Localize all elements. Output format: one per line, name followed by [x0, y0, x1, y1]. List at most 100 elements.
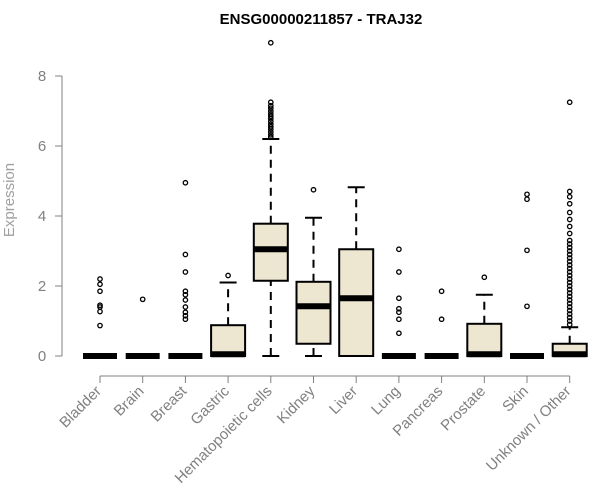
outlier-point	[267, 123, 274, 130]
outlier-point	[566, 241, 573, 247]
x-tick-label: Bladder	[56, 383, 105, 432]
outlier-point	[566, 262, 573, 268]
outlier-point	[267, 118, 274, 125]
y-tick-label: 0	[38, 348, 46, 365]
box-iqr	[466, 322, 503, 357]
outlier-point	[267, 113, 274, 120]
outlier-point	[566, 269, 573, 275]
outlier-point	[182, 179, 189, 186]
box-lung	[381, 246, 416, 359]
box-unknown-other	[551, 99, 588, 358]
outlier-point	[182, 288, 189, 295]
y-axis: 0 2 4 6 8	[38, 68, 63, 365]
box-liver	[338, 186, 375, 357]
outlier-point	[182, 251, 189, 258]
x-tick-label: Lung	[368, 383, 404, 419]
outlier-point	[182, 291, 189, 298]
outlier-point	[566, 283, 573, 289]
outlier-point	[566, 300, 573, 307]
outlier-point	[566, 286, 573, 293]
outlier-point	[566, 307, 573, 314]
outlier-point	[396, 316, 402, 323]
box-kidney	[295, 186, 332, 357]
outlier-point	[566, 272, 573, 279]
box-breast	[168, 179, 203, 359]
outlier-point	[267, 105, 274, 112]
y-tick-label: 8	[38, 68, 46, 85]
outlier-point	[566, 99, 573, 106]
outlier-point	[566, 304, 573, 310]
outlier-point	[566, 258, 573, 265]
outlier-point	[396, 269, 402, 275]
outlier-point	[566, 200, 573, 207]
outlier-point	[566, 223, 573, 230]
box-gastric	[210, 272, 247, 358]
outlier-point	[524, 247, 530, 254]
outlier-point	[396, 305, 402, 312]
outlier-point	[566, 321, 573, 328]
outlier-point	[396, 309, 402, 316]
outlier-point	[267, 131, 274, 138]
outlier-point	[225, 272, 231, 279]
outlier-point	[267, 39, 274, 46]
outlier-point	[566, 209, 573, 216]
outlier-point	[566, 244, 573, 251]
outlier-point	[97, 281, 103, 288]
box-iqr	[338, 248, 375, 357]
outlier-point	[267, 134, 274, 141]
outlier-point	[267, 108, 274, 114]
outlier-point	[524, 303, 530, 310]
outlier-point	[267, 102, 274, 109]
box-pancreas	[424, 288, 459, 359]
outlier-point	[438, 316, 445, 323]
outlier-point	[566, 248, 573, 254]
box-bladder	[83, 276, 117, 359]
outlier-point	[566, 216, 573, 223]
outlier-point	[566, 265, 573, 272]
box-skin	[510, 191, 544, 359]
box-iqr	[295, 280, 332, 345]
outlier-point	[566, 290, 573, 296]
outlier-point	[566, 230, 573, 237]
y-axis-label: Expression	[1, 163, 18, 237]
outlier-point	[182, 316, 189, 323]
x-tick-label: Prostate	[438, 383, 490, 435]
outlier-point	[139, 296, 146, 303]
y-tick-label: 2	[38, 278, 46, 295]
x-tick-label: Kidney	[274, 382, 319, 427]
outlier-point	[566, 237, 573, 244]
outlier-point	[267, 121, 274, 128]
outlier-point	[566, 276, 573, 282]
outlier-point	[566, 188, 573, 195]
outlier-point	[182, 309, 189, 316]
outlier-point	[97, 308, 103, 315]
outlier-point	[182, 297, 189, 303]
x-tick-label: Brain	[111, 383, 148, 420]
outlier-point	[267, 129, 274, 135]
outlier-point	[566, 311, 573, 317]
outlier-point	[396, 330, 402, 337]
outlier-point	[566, 318, 573, 324]
x-tick-label: Skin	[499, 383, 532, 416]
outlier-point	[524, 196, 530, 203]
outlier-point	[97, 276, 103, 282]
outlier-point	[97, 322, 103, 329]
outlier-point	[566, 193, 573, 200]
y-tick-label: 4	[38, 208, 46, 225]
outlier-point	[310, 186, 317, 193]
outlier-point	[182, 304, 189, 310]
outlier-point	[396, 246, 402, 253]
x-tick-label: Liver	[326, 383, 361, 418]
outlier-point	[566, 251, 573, 258]
outlier-point	[267, 99, 274, 106]
box-hematopoietic-cells	[252, 39, 289, 357]
outlier-point	[566, 255, 573, 261]
outlier-point	[566, 279, 573, 286]
plot-area	[83, 39, 588, 359]
outlier-point	[182, 269, 189, 275]
outlier-point	[524, 191, 530, 198]
outlier-point	[182, 312, 189, 319]
